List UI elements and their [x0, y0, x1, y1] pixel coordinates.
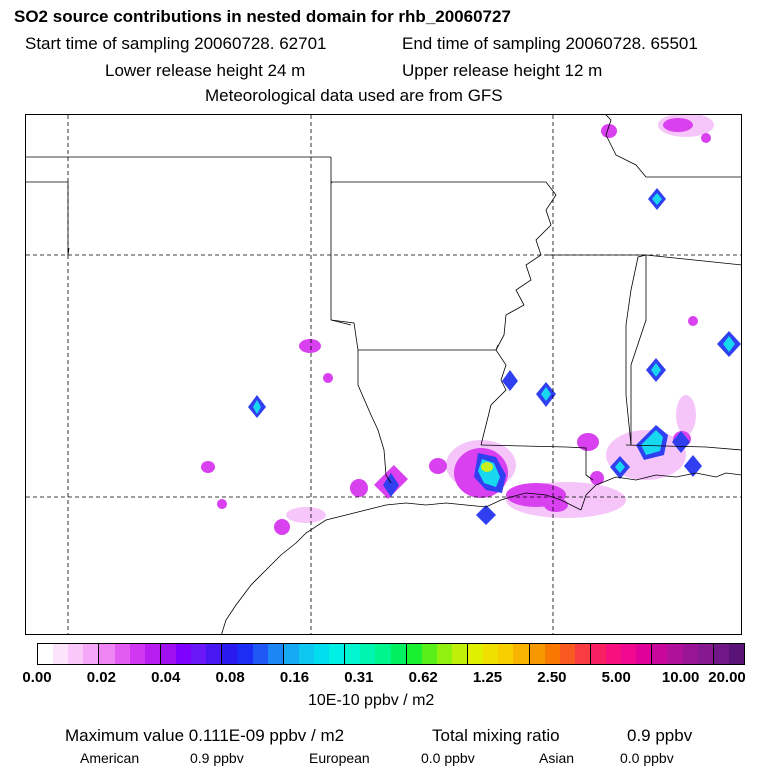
color-scale-swatch: [728, 644, 745, 664]
unit-label: 10E-10 ppbv / m2: [308, 692, 435, 709]
color-scale-swatch: [498, 644, 514, 664]
color-scale-swatch: [606, 644, 622, 664]
color-scale-tick-label: 5.00: [601, 669, 631, 686]
color-scale-swatch: [144, 644, 161, 664]
region-european-name: European: [309, 750, 370, 766]
end-time-label: End time of sampling 20060728. 65501: [402, 34, 698, 53]
color-scale-swatch: [99, 644, 115, 664]
color-scale-swatch: [83, 644, 100, 664]
color-scale-swatch: [574, 644, 591, 664]
map-panel: [25, 114, 742, 635]
color-scale-swatch: [621, 644, 637, 664]
total-mixing-ratio-value: 0.9 ppbv: [627, 726, 693, 745]
color-scale-tick-label: 10.00: [661, 669, 700, 686]
color-scale-swatch: [468, 644, 484, 664]
color-scale-swatch: [406, 644, 422, 664]
color-scale-swatch: [237, 644, 253, 664]
color-scale-swatch: [175, 644, 192, 664]
color-scale-swatch: [529, 644, 545, 664]
color-scale-swatch: [697, 644, 714, 664]
color-scale-swatch: [652, 644, 668, 664]
plume-layer: [201, 115, 741, 535]
max-value-label: Maximum value 0.111E-09 ppbv / m2: [65, 726, 345, 745]
region-american-name: American: [80, 750, 140, 766]
color-scale-swatch: [360, 644, 376, 664]
color-scale-swatch: [636, 644, 653, 664]
color-scale-swatch: [329, 644, 346, 664]
start-time-label: Start time of sampling 20060728. 62701: [25, 34, 327, 53]
color-scale-swatch: [160, 644, 176, 664]
color-scale-swatch: [451, 644, 469, 664]
color-scale-tick-label: 0.00: [22, 669, 52, 686]
color-scale-swatch: [298, 644, 314, 664]
meteo-source-label: Meteorological data used are from GFS: [205, 86, 503, 105]
color-scale-bar: [37, 643, 745, 665]
color-scale-tick-label: 0.02: [86, 669, 116, 686]
color-scale-swatch: [313, 644, 330, 664]
color-scale-tick-label: 0.31: [344, 669, 374, 686]
total-mixing-ratio-label: Total mixing ratio: [432, 726, 560, 745]
color-scale-tick-label: 0.04: [151, 669, 181, 686]
color-scale-swatch: [53, 644, 69, 664]
graticule: [26, 115, 741, 634]
color-scale-swatch: [345, 644, 361, 664]
color-scale-swatch: [375, 644, 391, 664]
color-scale-tick-label: 20.00: [708, 669, 746, 686]
region-asian-value: 0.0 ppbv: [620, 750, 674, 766]
color-scale-swatch: [267, 644, 284, 664]
lower-release-label: Lower release height 24 m: [105, 61, 306, 80]
color-scale-swatch: [436, 644, 452, 664]
color-scale-swatch: [252, 644, 268, 664]
color-scale-swatch: [191, 644, 207, 664]
color-scale-swatch: [513, 644, 530, 664]
region-european-value: 0.0 ppbv: [421, 750, 475, 766]
map-canvas: [26, 115, 741, 634]
color-scale-swatch: [129, 644, 145, 664]
color-scale-swatch: [713, 644, 729, 664]
color-scale-swatch: [390, 644, 407, 664]
region-asian-name: Asian: [539, 750, 575, 766]
color-scale-swatch: [421, 644, 437, 664]
color-scale-swatch: [68, 644, 84, 664]
region-american-value: 0.9 ppbv: [190, 750, 244, 766]
color-scale-tick-label: 2.50: [537, 669, 567, 686]
color-scale-swatch: [667, 644, 683, 664]
boundary-layer: [26, 115, 741, 634]
color-scale-swatch: [114, 644, 130, 664]
color-scale-tick-label: 0.08: [215, 669, 245, 686]
color-scale-swatch: [206, 644, 223, 664]
color-scale-swatch: [682, 644, 698, 664]
color-scale-swatch: [222, 644, 238, 664]
color-scale-swatch: [559, 644, 575, 664]
color-scale-tick-label: 1.25: [472, 669, 503, 686]
color-scale-tick-label: 0.16: [279, 669, 310, 686]
color-scale-swatch: [590, 644, 607, 664]
color-scale-tick-label: 0.62: [408, 669, 438, 686]
color-scale-swatch: [544, 644, 560, 664]
color-scale-swatch: [283, 644, 299, 664]
color-scale-swatch: [483, 644, 499, 664]
upper-release-label: Upper release height 12 m: [402, 61, 603, 80]
map-title: SO2 source contributions in nested domai…: [14, 7, 511, 26]
color-scale-swatch: [38, 644, 54, 664]
